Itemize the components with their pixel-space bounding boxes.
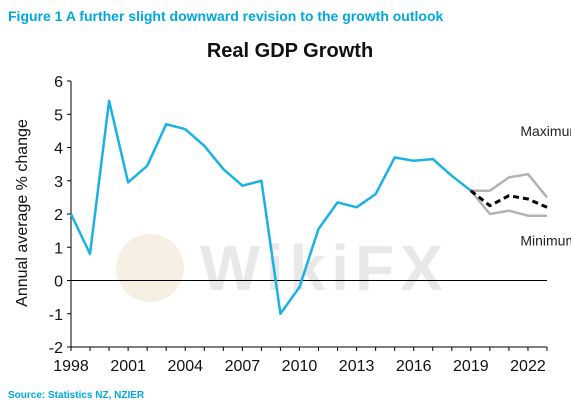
x-tick-label: 2004 [167,358,203,375]
y-tick-label: -2 [49,340,63,357]
annotation-minimum: Minimum [520,233,571,249]
x-tick-label: 2007 [225,358,261,375]
x-tick-label: 2019 [453,358,489,375]
y-tick-label: 6 [54,74,63,91]
minimum-line [469,189,547,217]
y-tick-label: 4 [54,141,63,158]
x-axis-ticks: 1998 2001 2004 2007 2010 2013 2016 2019 2022 [53,347,548,375]
x-tick-label: 2001 [110,358,146,375]
forecast-line [469,189,548,209]
axes [70,81,547,348]
y-tick-label: 1 [54,240,63,257]
x-tick-label: 2016 [396,358,432,375]
series [69,99,548,316]
x-tick-label: 2010 [282,358,318,375]
x-tick-label: 2022 [510,358,546,375]
history-line [69,99,472,316]
figure-caption: Figure 1 A further slight downward revis… [8,8,444,24]
maximum-line [470,172,548,199]
x-tick-label: 2013 [339,358,375,375]
watermark-logo-icon [116,234,184,302]
watermark-text: WikiFX [200,232,449,304]
x-tick-label: 1998 [53,358,89,375]
y-tick-label: 0 [54,274,63,291]
y-axis-label: Annual average % change [14,119,31,307]
annotations: Maximum Minimum [520,123,571,249]
y-tick-label: 3 [54,174,63,191]
watermark: WikiFX [116,232,449,304]
source-note: Source: Statistics NZ, NZIER [8,390,145,401]
annotation-maximum: Maximum [520,123,571,139]
y-tick-label: 5 [54,107,63,124]
chart-title: Real GDP Growth [207,40,373,62]
y-tick-label: 2 [54,207,63,224]
y-axis-ticks: -2 -1 0 1 2 3 4 5 6 [49,74,71,357]
y-tick-label: -1 [49,307,63,324]
